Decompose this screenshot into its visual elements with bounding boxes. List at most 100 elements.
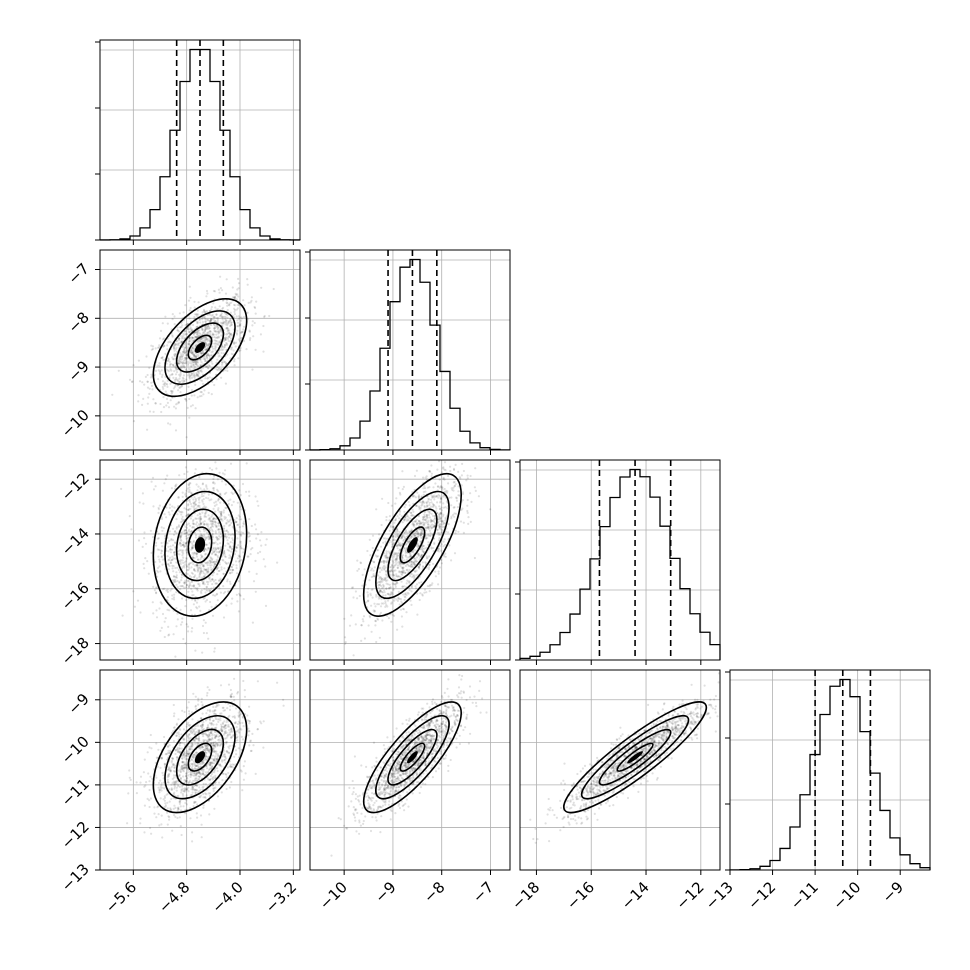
sample-point — [457, 490, 460, 493]
sample-point — [167, 563, 170, 566]
sample-point — [226, 316, 229, 319]
sample-point — [174, 553, 177, 556]
sample-point — [196, 803, 199, 806]
sample-point — [202, 350, 205, 353]
sample-point — [390, 504, 393, 507]
sample-point — [385, 587, 388, 590]
sample-point — [262, 350, 265, 353]
sample-point — [165, 589, 168, 592]
y-tick-label: −12 — [58, 469, 93, 504]
sample-point — [224, 561, 227, 564]
sample-point — [233, 297, 237, 300]
sample-point — [189, 817, 192, 820]
sample-point — [175, 583, 178, 586]
sample-point — [426, 486, 429, 489]
sample-point — [192, 346, 195, 350]
sample-point — [184, 333, 187, 336]
sample-point — [201, 511, 204, 514]
sample-point — [200, 379, 204, 382]
sample-point — [215, 361, 218, 364]
sample-point — [430, 498, 433, 501]
sample-point — [462, 521, 465, 524]
sample-point — [235, 593, 238, 596]
sample-point — [403, 518, 406, 521]
sample-point — [192, 360, 196, 363]
sample-point — [216, 326, 219, 329]
sample-point — [215, 333, 218, 336]
sample-point — [220, 566, 223, 569]
sample-point — [408, 531, 411, 534]
sample-point — [128, 776, 131, 779]
sample-point — [379, 611, 383, 614]
sample-point — [166, 474, 169, 477]
sample-point — [237, 747, 240, 750]
sample-point — [167, 422, 170, 425]
sample-point — [190, 376, 193, 379]
sample-point — [185, 356, 188, 360]
sample-point — [371, 534, 375, 537]
sample-point — [155, 586, 158, 589]
sample-point — [466, 498, 469, 502]
sample-point — [454, 463, 457, 466]
sample-point — [418, 563, 422, 566]
sample-point — [225, 327, 228, 330]
sample-point — [214, 306, 217, 309]
sample-point — [202, 331, 205, 335]
sample-point — [356, 597, 359, 600]
sample-point — [386, 599, 390, 602]
sample-point — [223, 345, 226, 348]
sample-point — [230, 348, 233, 351]
sample-point — [250, 524, 253, 528]
sample-point — [195, 373, 198, 376]
sample-point — [228, 329, 231, 332]
sample-point — [197, 703, 200, 706]
sample-point — [235, 293, 238, 296]
sample-point — [220, 345, 223, 348]
sample-point — [247, 531, 250, 534]
sample-point — [183, 343, 186, 346]
sample-point — [236, 523, 239, 527]
sample-point — [213, 335, 216, 339]
sample-point — [177, 389, 180, 392]
sample-point — [162, 383, 165, 386]
sample-point — [418, 598, 421, 602]
sample-point — [181, 376, 184, 379]
sample-point — [170, 390, 173, 393]
sample-point — [193, 394, 196, 397]
sample-point — [401, 557, 404, 560]
sample-point — [230, 301, 233, 304]
sample-point — [239, 319, 243, 322]
sample-point — [193, 504, 196, 508]
sample-point — [198, 574, 201, 577]
sample-point — [439, 508, 442, 511]
sample-point — [146, 373, 149, 377]
sample-point — [208, 354, 211, 357]
sample-point — [239, 544, 242, 548]
sample-point — [442, 502, 445, 505]
sample-point — [422, 544, 425, 547]
sample-point — [188, 416, 191, 419]
sample-point — [161, 529, 164, 532]
sample-point — [164, 390, 167, 393]
sample-point — [165, 368, 168, 371]
sample-point — [142, 502, 145, 505]
sample-point — [159, 570, 162, 573]
sample-point — [213, 647, 216, 650]
sample-point — [418, 506, 421, 509]
sample-point — [222, 585, 225, 588]
sample-point — [394, 535, 397, 539]
sample-point — [430, 475, 433, 478]
sample-point — [398, 603, 401, 606]
sample-point — [407, 500, 410, 504]
sample-point — [176, 756, 179, 759]
sample-point — [204, 318, 207, 321]
sample-point — [227, 322, 230, 325]
sample-point — [197, 558, 200, 561]
sample-point — [206, 339, 209, 342]
sample-point — [195, 374, 198, 377]
sample-point — [214, 330, 217, 333]
sample-point — [166, 359, 169, 362]
sample-point — [154, 347, 157, 350]
sample-point — [206, 292, 209, 295]
sample-point — [229, 319, 232, 322]
